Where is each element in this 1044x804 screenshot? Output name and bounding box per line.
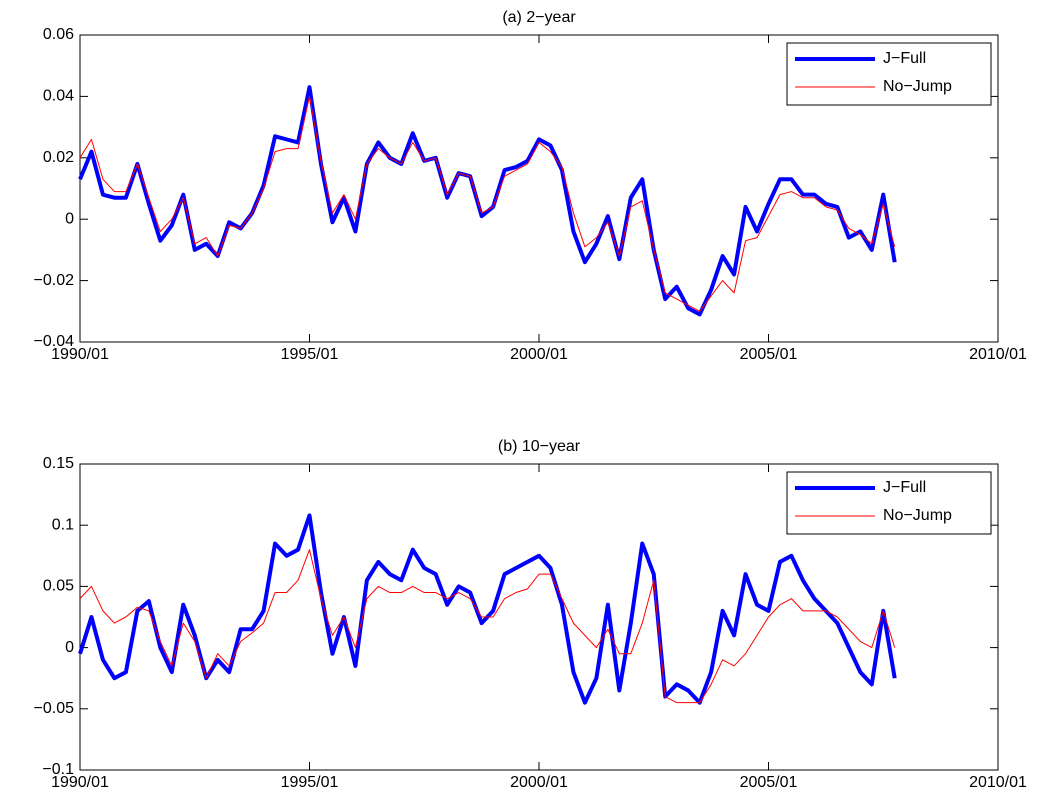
x-tick-label: 1990/01 [51,346,109,363]
y-tick-label: 0.04 [43,88,74,105]
chart-title: (b) 10−year [498,438,581,455]
legend-label: No−Jump [883,507,952,524]
y-tick-label: 0.06 [43,26,74,43]
series-line [79,95,896,312]
chart-title: (a) 2−year [502,9,576,26]
legend-label: J−Full [883,50,926,67]
y-tick-label: −0.04 [34,333,75,350]
legend-label: J−Full [883,479,926,496]
x-tick-label: 1995/01 [281,346,339,363]
y-tick-label: 0.05 [43,578,74,595]
series-line [78,85,897,317]
y-tick-label: −0.1 [42,761,74,778]
legend: J−Full No−Jump [786,471,992,535]
legend-label: No−Jump [883,78,952,95]
x-tick-label: 2010/01 [969,774,1027,791]
y-tick-label: 0.02 [43,149,74,166]
y-tick-label: 0.15 [43,455,74,472]
y-tick-label: −0.02 [34,272,75,289]
x-tick-label: 2000/01 [510,774,568,791]
x-tick-label: 1990/01 [51,774,109,791]
y-tick-label: 0 [65,210,74,227]
y-tick-label: 0 [65,639,74,656]
legend: J−Full No−Jump [786,42,992,106]
y-tick-label: −0.05 [34,700,75,717]
legend-box [786,471,992,535]
legend-box [786,42,992,106]
x-tick-label: 2000/01 [510,346,568,363]
y-tick-label: 0.1 [52,516,74,533]
x-tick-label: 2005/01 [740,774,798,791]
x-tick-label: 1995/01 [281,774,339,791]
series-line [79,549,896,704]
x-tick-label: 2005/01 [740,346,798,363]
x-tick-label: 2010/01 [969,346,1027,363]
